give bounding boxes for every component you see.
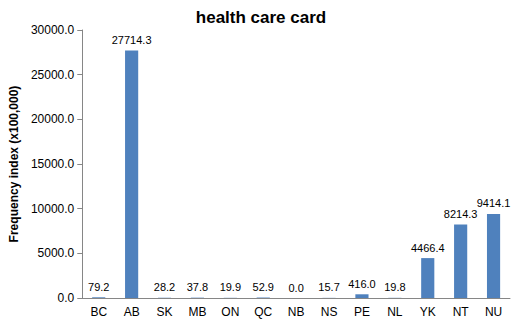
svg-text:416.0: 416.0 (348, 278, 376, 290)
svg-text:0.0: 0.0 (58, 291, 75, 305)
svg-text:10000.0: 10000.0 (31, 202, 75, 216)
svg-text:MB: MB (188, 305, 206, 319)
svg-text:NB: NB (288, 305, 305, 319)
svg-text:4466.4: 4466.4 (411, 242, 445, 254)
svg-text:NL: NL (387, 305, 403, 319)
svg-text:NU: NU (485, 305, 502, 319)
svg-text:19.9: 19.9 (220, 281, 241, 293)
svg-text:QC: QC (254, 305, 272, 319)
svg-text:20000.0: 20000.0 (31, 112, 75, 126)
svg-text:79.2: 79.2 (88, 281, 109, 293)
svg-text:Frequency index (x100,000): Frequency index (x100,000) (7, 86, 21, 243)
svg-text:28.2: 28.2 (154, 281, 175, 293)
svg-text:25000.0: 25000.0 (31, 68, 75, 82)
svg-text:15000.0: 15000.0 (31, 157, 75, 171)
svg-text:NT: NT (453, 305, 470, 319)
svg-text:37.8: 37.8 (187, 281, 208, 293)
svg-text:8214.3: 8214.3 (444, 208, 478, 220)
svg-text:9414.1: 9414.1 (477, 197, 511, 209)
svg-text:health care card: health care card (196, 8, 326, 27)
svg-text:19.8: 19.8 (384, 281, 405, 293)
svg-text:SK: SK (157, 305, 173, 319)
svg-text:52.9: 52.9 (253, 281, 274, 293)
svg-text:AB: AB (124, 305, 140, 319)
svg-text:BC: BC (90, 305, 107, 319)
svg-text:30000.0: 30000.0 (31, 23, 75, 37)
svg-text:15.7: 15.7 (318, 281, 339, 293)
svg-text:YK: YK (420, 305, 436, 319)
svg-text:NS: NS (321, 305, 338, 319)
svg-text:27714.3: 27714.3 (112, 34, 152, 46)
svg-text:0.0: 0.0 (288, 282, 303, 294)
svg-text:PE: PE (354, 305, 370, 319)
svg-text:5000.0: 5000.0 (38, 246, 75, 260)
svg-text:ON: ON (221, 305, 239, 319)
